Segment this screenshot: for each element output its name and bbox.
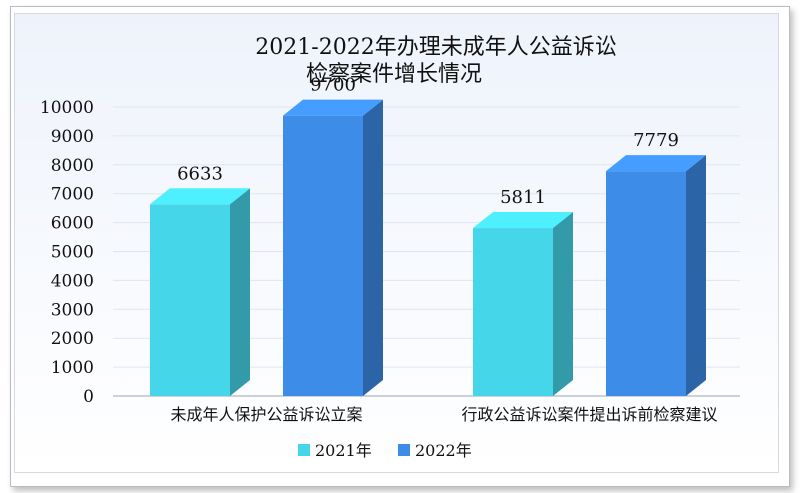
bar-front-face <box>283 115 363 397</box>
x-axis-category-labels: 未成年人保护公益诉讼立案 行政公益诉讼案件提出诉前检察建议 <box>170 405 717 424</box>
legend-swatch <box>298 444 310 456</box>
legend-label: 2022年 <box>415 441 472 460</box>
y-tick-label: 4000 <box>51 271 94 291</box>
bar-top-face <box>473 212 573 229</box>
data-label: 9700 <box>310 75 356 96</box>
bars <box>150 99 706 397</box>
bar-front-face <box>150 204 230 396</box>
bar-2021-cat2 <box>473 212 573 396</box>
chart-title-line1: 2021-2022年办理未成年人公益诉讼 <box>255 35 616 60</box>
bar-2022-cat1 <box>283 99 383 397</box>
y-tick-label: 1000 <box>51 358 94 378</box>
category-label: 未成年人保护公益诉讼立案 <box>170 405 362 424</box>
chart-title-line2: 检察案件增长情况 <box>306 62 482 87</box>
data-label: 7779 <box>633 130 679 151</box>
bar-top-face <box>150 188 250 205</box>
data-label: 5811 <box>500 187 546 208</box>
bar-side-face <box>230 188 250 396</box>
category-label: 行政公益诉讼案件提出诉前检察建议 <box>461 405 717 424</box>
y-tick-label: 0 <box>83 387 94 407</box>
y-tick-label: 6000 <box>51 214 94 234</box>
data-labels: 6633 9700 5811 7779 <box>177 75 679 208</box>
y-tick-label: 3000 <box>51 300 94 320</box>
y-tick-label: 8000 <box>51 156 94 176</box>
legend-label: 2021年 <box>315 441 372 460</box>
legend-swatch <box>398 444 410 456</box>
bar-front-face <box>606 171 686 396</box>
bar-side-face <box>553 212 573 396</box>
bar-side-face <box>686 155 706 396</box>
y-axis-tick-labels: 0 1000 2000 3000 4000 5000 6000 7000 8000 9000 100… <box>40 98 94 407</box>
y-tick-label: 5000 <box>51 243 94 263</box>
bar-2022-cat2 <box>606 155 706 396</box>
bar-top-face <box>606 155 706 172</box>
bar-top-face <box>283 99 383 116</box>
y-tick-label: 7000 <box>51 185 94 205</box>
legend: 2021年 2022年 <box>298 441 472 460</box>
y-tick-label: 10000 <box>40 98 94 118</box>
bar-front-face <box>473 228 553 396</box>
y-tick-label: 9000 <box>51 127 94 147</box>
data-label: 6633 <box>177 163 223 184</box>
bar-2021-cat1 <box>150 188 250 396</box>
y-tick-label: 2000 <box>51 329 94 349</box>
bar-side-face <box>363 99 383 397</box>
